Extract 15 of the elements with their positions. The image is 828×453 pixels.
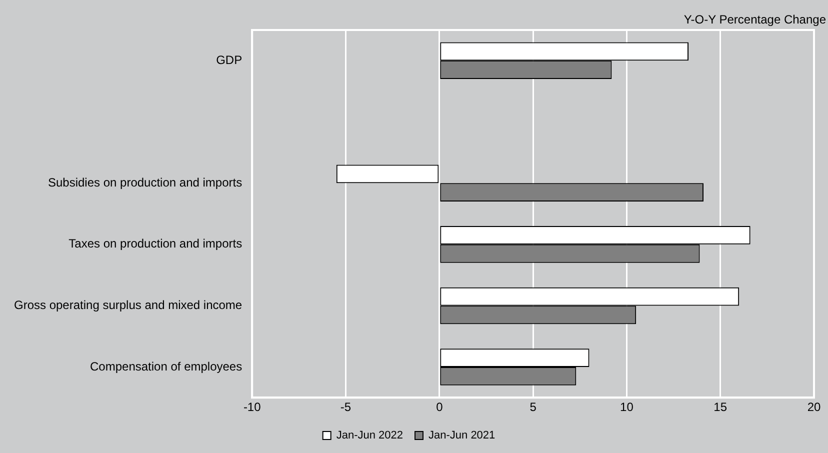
x-tick-label: -5 xyxy=(340,400,352,414)
x-axis-title: Y-O-Y Percentage Change xyxy=(684,12,826,26)
x-tick-label: 0 xyxy=(436,400,444,414)
legend-label: Jan-Jun 2022 xyxy=(336,430,404,442)
y-tick-label: Compensation of employees xyxy=(90,359,242,374)
x-tick-label: 20 xyxy=(807,400,821,414)
x-tick-label: 5 xyxy=(530,400,537,414)
y-tick-label: Gross operating surplus and mixed income xyxy=(14,298,242,312)
x-tick-label: 10 xyxy=(620,400,634,414)
x-tick-label: 15 xyxy=(714,400,728,414)
legend-label: Jan-Jun 2021 xyxy=(428,430,496,442)
x-tick-label: -10 xyxy=(243,400,262,414)
y-tick-label: GDP xyxy=(216,52,242,67)
y-tick-label: Subsidies on production and imports xyxy=(48,175,242,190)
y-tick-label: Taxes on production and imports xyxy=(68,236,242,251)
